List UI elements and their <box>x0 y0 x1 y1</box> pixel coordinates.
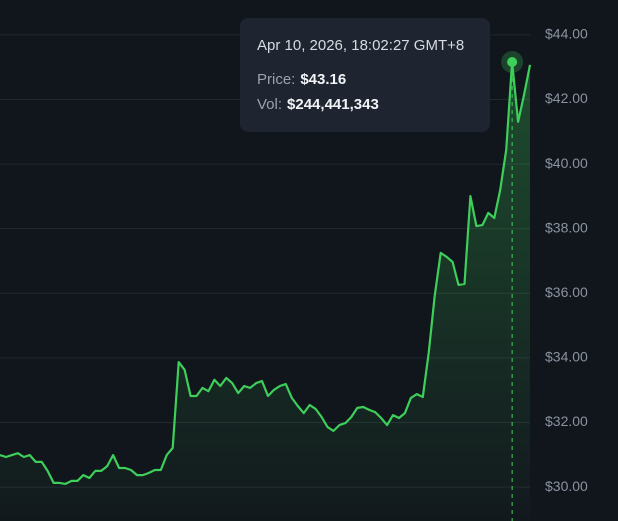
tooltip-row: Price: $43.16 <box>257 71 346 88</box>
tooltip-row: Vol: $244,441,343 <box>257 96 379 113</box>
tooltip-key: Vol: <box>257 96 282 113</box>
y-tick-label: $42.00 <box>545 90 588 106</box>
tooltip-time: Apr 10, 2026, 18:02:27 GMT+8 <box>257 37 464 54</box>
tooltip-value: $244,441,343 <box>287 96 379 113</box>
hover-point <box>507 57 518 68</box>
y-tick-label: $44.00 <box>545 26 588 42</box>
y-tick-label: $30.00 <box>545 478 588 494</box>
y-tick-label: $38.00 <box>545 219 588 235</box>
price-line <box>0 60 532 485</box>
tooltip-box <box>240 18 490 132</box>
y-tick-label: $32.00 <box>545 413 588 429</box>
tooltip-key: Price: <box>257 71 295 88</box>
tooltip-value: $43.16 <box>300 71 346 88</box>
area <box>0 62 530 521</box>
y-tick-label: $36.00 <box>545 284 588 300</box>
y-tick-label: $40.00 <box>545 155 588 171</box>
y-tick-label: $34.00 <box>545 349 588 365</box>
